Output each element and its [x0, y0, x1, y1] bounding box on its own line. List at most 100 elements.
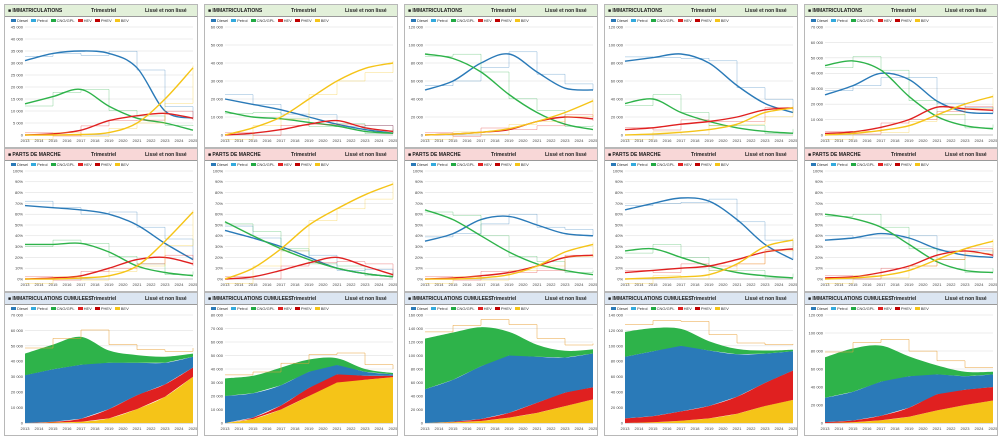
legend-swatch — [514, 307, 520, 311]
y-tick-label: 30 000 — [211, 380, 224, 385]
x-tick-label: 2023 — [961, 426, 971, 431]
legend-label: Petrol — [837, 18, 848, 23]
legend-swatch — [694, 307, 700, 311]
raw-series-line — [25, 209, 194, 284]
legend-swatch — [494, 307, 500, 311]
y-tick-label: 50 000 — [811, 55, 824, 60]
legend-label: BEV — [920, 306, 929, 311]
x-tick-label: 2025 — [989, 426, 997, 431]
y-tick-label: 90% — [15, 179, 23, 184]
chart-legend: Diesel Petrol CNG/GPL HEV PHEV BEV — [808, 18, 929, 23]
x-tick-label: 2024 — [975, 426, 985, 431]
y-tick-label: 120 000 — [809, 312, 824, 317]
area-layer — [825, 400, 993, 423]
legend-swatch — [831, 307, 837, 311]
area-layer — [25, 336, 193, 376]
x-tick-label: 2015 — [249, 138, 259, 143]
raw-total-line — [225, 352, 394, 376]
smoothing-label: Lissé et non lissé — [745, 152, 787, 158]
y-tick-label: 80 000 — [811, 348, 824, 353]
x-tick-label: 2015 — [649, 138, 659, 143]
x-tick-label: 2022 — [147, 426, 157, 431]
legend-label: CNG/GPL — [56, 18, 75, 23]
chart-legend: Diesel Petrol CNG/GPL HEV PHEV BEV — [208, 162, 329, 167]
legend-swatch — [77, 307, 83, 311]
x-tick-label: 2023 — [561, 426, 571, 431]
x-tick-label: 2025 — [989, 282, 997, 287]
legend-label: HEV — [883, 162, 892, 167]
area-layer — [225, 357, 393, 396]
legend-label: BEV — [320, 306, 329, 311]
x-tick-label: 2020 — [919, 282, 929, 287]
legend-label: BEV — [520, 306, 529, 311]
x-tick-label: 2021 — [133, 138, 143, 143]
frequency-label: Trimestriel — [891, 8, 917, 14]
chart-legend: Diesel Petrol CNG/GPL HEV PHEV BEV — [408, 306, 529, 311]
area-layer — [425, 387, 593, 423]
x-tick-label: 2023 — [161, 426, 171, 431]
series-line — [24, 242, 194, 277]
legend-swatch — [477, 163, 483, 167]
area-layer — [25, 356, 193, 423]
x-tick-label: 2018 — [891, 138, 901, 143]
x-tick-label: 2021 — [333, 426, 343, 431]
x-tick-label: 2017 — [677, 138, 687, 143]
x-tick-label: 2014 — [635, 282, 645, 287]
y-tick-label: 0 — [21, 420, 24, 425]
legend-label: HEV — [483, 162, 492, 167]
y-tick-label: 80% — [15, 190, 23, 195]
x-tick-label: 2013 — [821, 426, 831, 431]
x-tick-label: 2014 — [235, 138, 245, 143]
legend-swatch — [231, 307, 237, 311]
y-tick-label: 0 — [621, 420, 624, 425]
legend-swatch — [431, 19, 437, 23]
x-tick-label: 2024 — [175, 138, 185, 143]
chart-header: ■ PARTS DE MARCHE Trimestriel Lissé et non… — [605, 149, 797, 161]
legend-swatch — [250, 19, 256, 23]
y-tick-label: 40 000 — [611, 390, 624, 395]
x-tick-label: 2019 — [305, 426, 315, 431]
x-tick-label: 2017 — [477, 426, 487, 431]
x-tick-label: 2013 — [221, 426, 231, 431]
chart-title: ■ IMMATRICULATIONS CUMULEES — [808, 296, 892, 302]
legend-swatch — [211, 307, 216, 311]
x-tick-label: 2021 — [533, 138, 543, 143]
y-tick-label: 50% — [215, 222, 223, 227]
legend-label: HEV — [283, 306, 292, 311]
legend-label: BEV — [520, 162, 529, 167]
x-tick-label: 2022 — [547, 426, 557, 431]
chart-legend: Diesel Petrol CNG/GPL HEV PHEV BEV — [408, 18, 529, 23]
raw-series-line — [625, 105, 794, 140]
x-tick-label: 2020 — [919, 138, 929, 143]
legend-swatch — [231, 163, 237, 167]
y-tick-label: 0% — [217, 276, 223, 281]
chart-plot: 0 20 000 40 000 60 000 80 000 100 000 120 000 1… — [409, 312, 597, 431]
y-tick-label: 40% — [815, 233, 823, 238]
y-tick-label: 40 000 — [811, 384, 824, 389]
y-tick-label: 30 000 — [811, 86, 824, 91]
y-tick-label: 10 000 — [211, 407, 224, 412]
legend-swatch — [211, 163, 216, 167]
legend-swatch — [277, 163, 283, 167]
legend-label: CNG/GPL — [456, 18, 475, 23]
raw-total-line — [25, 329, 194, 352]
smoothing-label: Lissé et non lissé — [545, 8, 587, 14]
x-tick-label: 2015 — [49, 282, 59, 287]
x-tick-label: 2015 — [49, 138, 59, 143]
x-tick-label: 2018 — [691, 138, 701, 143]
chart-title: ■ IMMATRICULATIONS CUMULEES — [608, 296, 692, 302]
x-tick-label: 2018 — [491, 282, 501, 287]
chart-plot: 0% 10% 20% 30% 40% 50% 60% 70% 80% 90% 100% 2013 201… — [13, 168, 197, 287]
x-tick-label: 2018 — [91, 282, 101, 287]
series-line — [224, 110, 394, 134]
legend-swatch — [831, 163, 837, 167]
x-tick-label: 2019 — [505, 138, 515, 143]
raw-series-line — [625, 238, 794, 284]
chart-legend: Diesel Petrol CNG/GPL HEV PHEV BEV — [8, 18, 129, 23]
x-tick-label: 2023 — [761, 426, 771, 431]
frequency-label: Trimestriel — [891, 296, 917, 302]
legend-label: Petrol — [437, 306, 448, 311]
y-tick-label: 30 000 — [11, 60, 24, 65]
x-tick-label: 2022 — [147, 282, 157, 287]
chart-legend: Diesel Petrol CNG/GPL HEV PHEV BEV — [808, 162, 929, 167]
